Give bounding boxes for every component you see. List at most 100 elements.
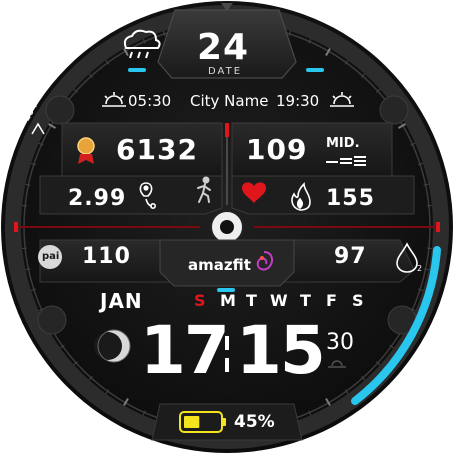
bezel-tick (418, 288, 424, 292)
accent-dash-left (128, 68, 146, 72)
bezel-tick (325, 48, 331, 57)
bezel-tick (423, 268, 429, 271)
calories-value: 155 (326, 186, 375, 211)
bezel-tick (344, 389, 349, 394)
time-seconds: 30 (326, 330, 354, 355)
bezel-tick (123, 397, 129, 406)
bezel-tick (73, 361, 78, 366)
pai-icon (38, 245, 62, 269)
red-tick-left (14, 222, 18, 232)
weekday-row: S M T W T F S (194, 293, 370, 313)
city-name: City Name (190, 92, 269, 110)
battery-icon (179, 411, 226, 433)
battery-percent: 45% (234, 412, 275, 432)
bezel-tick (361, 376, 366, 381)
time-hours: 17 (140, 312, 230, 389)
bezel-tick (88, 376, 93, 381)
seconds-sun-icon (328, 360, 346, 368)
walking-icon (197, 176, 211, 203)
weekday-fri: F (326, 291, 337, 310)
month-label: JAN (100, 289, 143, 313)
bezel-tick (105, 60, 110, 65)
bezel-tick (60, 344, 65, 349)
bezel-tick (376, 88, 381, 93)
date-tab (157, 9, 297, 79)
brand-logo-text: amazfit (188, 256, 251, 274)
bezel-tick (376, 361, 381, 366)
bezel-tick (423, 183, 429, 186)
bezel-knob-right-top (379, 95, 409, 125)
weekday-wed: W (270, 291, 288, 310)
bezel-tick (308, 38, 312, 44)
bezel-tick (389, 344, 394, 349)
heart-zone-label: MID. (326, 136, 360, 151)
bezel-tick (25, 268, 31, 271)
bezel-tick (48, 123, 57, 129)
distance-value: 2.99 (68, 186, 127, 211)
bezel-tick (142, 410, 146, 416)
bezel-tick (73, 88, 78, 93)
bezel-tick (88, 73, 93, 78)
weekday-sun: S (194, 291, 206, 310)
altitude-icon (31, 122, 45, 135)
bezel-tick (123, 48, 129, 57)
sunrise-icon (102, 92, 126, 107)
amazfit-logo-icon (256, 251, 273, 271)
bezel-tick (288, 30, 292, 36)
weekday-tue: T (246, 291, 257, 310)
distance-icon (139, 182, 157, 210)
heart-rate-value: 109 (246, 133, 308, 166)
brand-tab (159, 239, 295, 287)
oxygen-drop-icon (396, 242, 418, 273)
time-minutes: 15 (236, 312, 326, 389)
steps-value: 6132 (116, 133, 198, 166)
spo2-value: 97 (334, 244, 367, 269)
sunrise-time: 05:30 (128, 92, 172, 110)
flame-icon (291, 182, 311, 211)
date-day: 24 (197, 27, 250, 68)
bezel-tick (162, 30, 166, 36)
bezel-tick (308, 410, 312, 416)
sunset-time: 19:30 (276, 92, 320, 110)
bezel-tick (30, 162, 36, 166)
weekday-mon: M (220, 291, 236, 310)
red-tick-right (436, 222, 440, 232)
bezel-tick (142, 38, 146, 44)
weekday-sat: S (352, 291, 364, 310)
rain-cloud-icon (123, 29, 161, 59)
bezel-tick (25, 183, 31, 186)
bezel-tick (426, 247, 432, 250)
heart-zone-bars (326, 156, 366, 166)
bezel-tick (38, 142, 44, 146)
accent-dash-right (306, 68, 324, 72)
bezel-tick (325, 397, 331, 406)
battery-tab (151, 403, 303, 441)
bezel-tick (105, 389, 110, 394)
date-label: DATE (208, 66, 243, 77)
bezel-tick (361, 73, 366, 78)
bezel-tick (418, 162, 424, 166)
bezel-tick (344, 60, 349, 65)
medal-icon (77, 137, 95, 164)
bezel-tick (22, 204, 28, 207)
distance-panel (39, 175, 223, 215)
center-hub-inner (220, 220, 234, 234)
bezel-tick (22, 247, 28, 250)
bezel-tick (426, 204, 432, 207)
red-center-marker (225, 123, 229, 137)
pai-value: 110 (82, 244, 131, 269)
pai-label: pai (42, 251, 60, 262)
accent-arc (351, 246, 441, 405)
spo2-unit: 2 (417, 264, 423, 273)
moon-phase-icon (94, 329, 131, 363)
weekday-marker (217, 288, 235, 292)
bezel-knob-left-bottom (37, 305, 67, 335)
bezel-knob-left-top (45, 95, 75, 125)
top-marker (221, 3, 233, 11)
bezel-tick (30, 288, 36, 292)
heart-icon (242, 182, 266, 203)
sunset-icon (330, 92, 354, 107)
bezel-tick (397, 123, 406, 129)
weekday-thu: T (300, 291, 311, 310)
